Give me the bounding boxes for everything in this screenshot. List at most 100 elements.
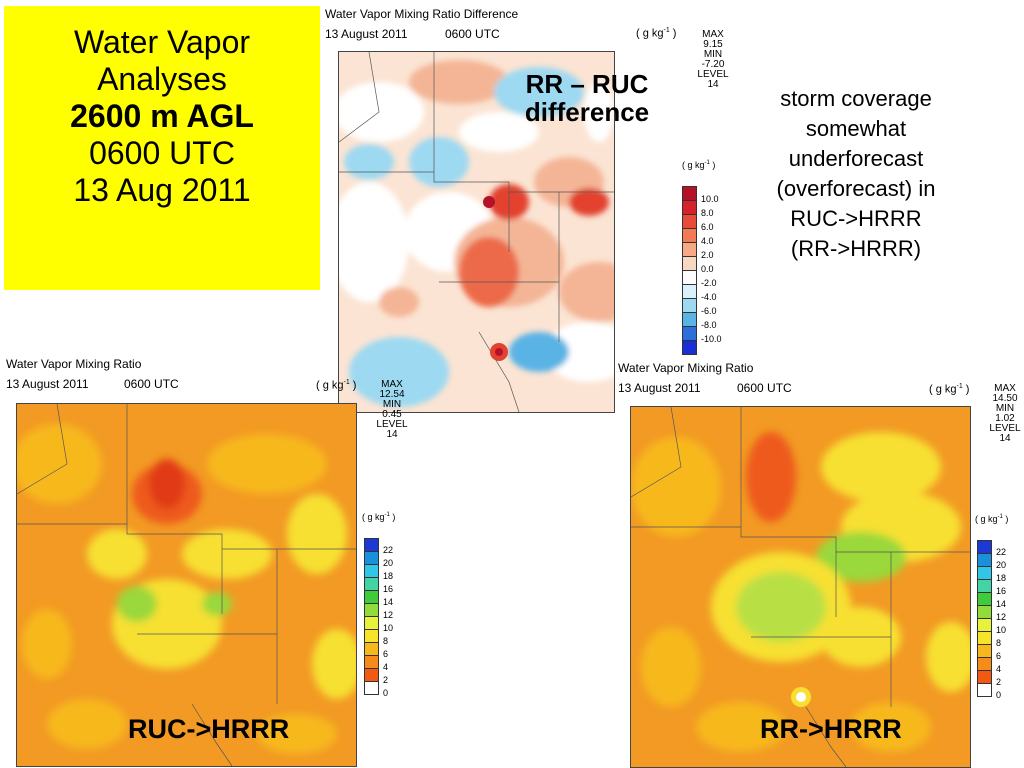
legend-swatch [977, 605, 992, 619]
legend-tick-label: 16 [383, 584, 394, 594]
legend-swatch [364, 577, 379, 591]
legend-swatch [364, 668, 379, 682]
legend-tick-label: 12 [383, 610, 394, 620]
legend-tick-label: 14 [996, 599, 1007, 609]
legend-tick-label: 2.0 [701, 250, 714, 260]
legend-tick-label: -4.0 [701, 292, 717, 302]
rr-legend-units: ( g kg-1 ) [975, 514, 1009, 524]
diff-overlay-label: RR – RUC difference [524, 69, 650, 127]
legend-swatch [682, 186, 697, 201]
legend-tick-label: 16 [996, 586, 1007, 596]
title-line-1: Water Vapor [73, 24, 251, 60]
diff-stats: MAX 9.15 MIN -7.20 LEVEL 14 [697, 29, 729, 90]
rr-panel-title: Water Vapor Mixing Ratio [618, 361, 754, 375]
legend-swatch [682, 284, 697, 299]
legend-tick-label: 0.0 [701, 264, 714, 274]
diff-panel-time: 0600 UTC [445, 27, 500, 41]
ruc-legend: 22 20 18 16 14 12 10 8 6 4 2 0 [364, 538, 404, 706]
legend-tick-label: 8 [383, 636, 389, 646]
rr-panel-units: ( g kg-1 ) [929, 383, 970, 396]
legend-tick-label: 4.0 [701, 236, 714, 246]
ruc-map [16, 403, 357, 767]
legend-tick-label: 20 [383, 558, 394, 568]
legend-swatch [977, 553, 992, 567]
ruc-panel-title: Water Vapor Mixing Ratio [6, 357, 142, 371]
ruc-legend-units: ( g kg-1 ) [362, 512, 396, 522]
title-box: Water Vapor Analyses 2600 m AGL 0600 UTC… [4, 6, 320, 290]
legend-tick-label: 2 [383, 675, 389, 685]
legend-tick-label: 4 [996, 664, 1002, 674]
legend-tick-label: 12 [996, 612, 1007, 622]
note-text: storm coverage somewhat underforecast (o… [776, 86, 936, 261]
legend-tick-label: 6.0 [701, 222, 714, 232]
legend-swatch [977, 566, 992, 580]
legend-tick-label: -2.0 [701, 278, 717, 288]
legend-swatch [364, 616, 379, 630]
legend-tick-label: 0 [383, 688, 389, 698]
ruc-stats: MAX 12.54 MIN 0.45 LEVEL 14 [376, 379, 408, 440]
legend-swatch [682, 326, 697, 341]
legend-swatch [977, 670, 992, 684]
legend-swatch [977, 618, 992, 632]
legend-tick-label: 18 [383, 571, 394, 581]
legend-tick-label: 14 [383, 597, 394, 607]
diff-map [338, 51, 615, 413]
legend-swatch [682, 242, 697, 257]
legend-swatch [977, 540, 992, 554]
legend-swatch [977, 657, 992, 671]
legend-swatch [682, 312, 697, 327]
legend-swatch [682, 256, 697, 271]
diff-panel-title: Water Vapor Mixing Ratio Difference [325, 7, 519, 21]
diff-panel-units: ( g kg-1 ) [636, 27, 677, 40]
legend-swatch [682, 298, 697, 313]
legend-swatch [364, 655, 379, 669]
legend-swatch [682, 270, 697, 285]
ruc-map-label: RUC->HRRR [128, 714, 290, 744]
diff-panel-date: 13 August 2011 [325, 27, 408, 41]
legend-tick-label: 6 [996, 651, 1002, 661]
rr-stats: MAX 14.50 MIN 1.02 LEVEL 14 [989, 383, 1021, 444]
legend-tick-label: 8 [996, 638, 1002, 648]
ruc-panel-time: 0600 UTC [124, 377, 179, 391]
legend-swatch [682, 228, 697, 243]
legend-tick-label: 10.0 [701, 194, 719, 204]
ruc-panel-date: 13 August 2011 [6, 377, 89, 391]
legend-tick-label: 20 [996, 560, 1007, 570]
rr-panel-time: 0600 UTC [737, 381, 792, 395]
title-line-3: 2600 m AGL [70, 98, 254, 134]
diff-legend: 10.0 8.0 6.0 4.0 2.0 0.0 -2.0 -4.0 -6.0 -8.0 -10.0 [682, 186, 732, 356]
rr-legend: 22 20 18 16 14 12 10 8 6 4 2 0 [977, 540, 1017, 708]
legend-swatch [364, 642, 379, 656]
legend-tick-label: 18 [996, 573, 1007, 583]
legend-tick-label: -10.0 [701, 334, 722, 344]
legend-tick-label: -8.0 [701, 320, 717, 330]
legend-tick-label: 8.0 [701, 208, 714, 218]
legend-tick-label: 10 [383, 623, 394, 633]
legend-swatch [682, 214, 697, 229]
legend-tick-label: 2 [996, 677, 1002, 687]
title-line-5: 13 Aug 2011 [73, 172, 251, 208]
legend-tick-label: 22 [383, 545, 394, 555]
legend-swatch [977, 631, 992, 645]
legend-tick-label: 0 [996, 690, 1002, 700]
title-line-4: 0600 UTC [89, 135, 235, 171]
legend-swatch [977, 644, 992, 658]
legend-tick-label: 10 [996, 625, 1007, 635]
legend-swatch [364, 681, 379, 695]
rr-panel-date: 13 August 2011 [618, 381, 701, 395]
legend-swatch [364, 551, 379, 565]
legend-tick-label: -6.0 [701, 306, 717, 316]
ruc-panel-units: ( g kg-1 ) [316, 379, 357, 392]
legend-swatch [364, 538, 379, 552]
legend-swatch [364, 590, 379, 604]
legend-tick-label: 22 [996, 547, 1007, 557]
legend-swatch [977, 592, 992, 606]
legend-swatch [364, 603, 379, 617]
legend-swatch [977, 683, 992, 697]
diff-legend-units: ( g kg-1 ) [682, 160, 716, 170]
legend-swatch [682, 200, 697, 215]
legend-swatch [682, 340, 697, 355]
title-line-2: Analyses [97, 61, 227, 97]
legend-tick-label: 6 [383, 649, 389, 659]
legend-swatch [364, 629, 379, 643]
